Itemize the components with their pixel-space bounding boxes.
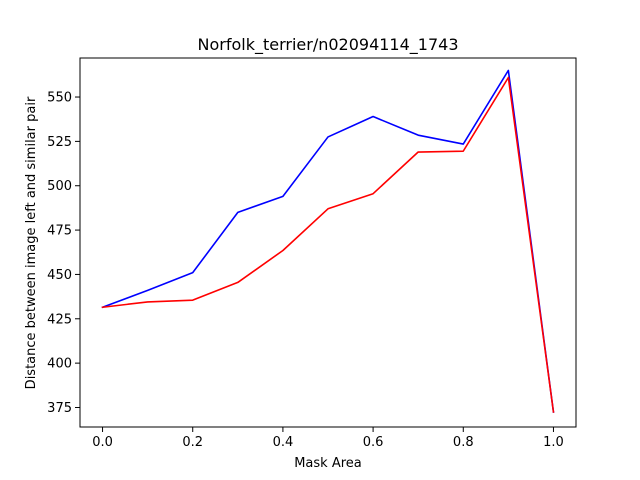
x-tick-label: 0.4 [273,435,294,450]
x-tick-label: 0.8 [453,435,474,450]
y-axis-ticks: 375 400 425 450 475 500 525 550 [47,91,80,416]
x-tick-label: 0.6 [363,435,384,450]
y-tick-label: 400 [47,357,72,372]
x-tick-label: 1.0 [543,435,564,450]
axes-frame [79,57,577,428]
y-tick-label: 450 [47,268,72,283]
series-line-2 [101,76,555,413]
x-tick-label: 0.0 [92,435,113,450]
series-layer [101,69,555,413]
x-axis-label: Mask Area [294,456,362,471]
x-tick-label: 0.2 [182,435,203,450]
series-line-1 [101,69,555,413]
y-tick-label: 375 [47,401,72,416]
y-axis-label: Distance between image left and similar … [24,96,39,389]
plot-area [79,57,577,428]
y-tick-label: 475 [47,224,72,239]
chart-title: Norfolk_terrier/n02094114_1743 [197,35,458,55]
y-tick-label: 425 [47,312,72,327]
y-tick-label: 500 [47,179,72,194]
x-axis-ticks: 0.0 0.2 0.4 0.6 0.8 1.0 [92,427,564,450]
y-tick-label: 525 [47,135,72,150]
y-tick-label: 550 [47,91,72,106]
